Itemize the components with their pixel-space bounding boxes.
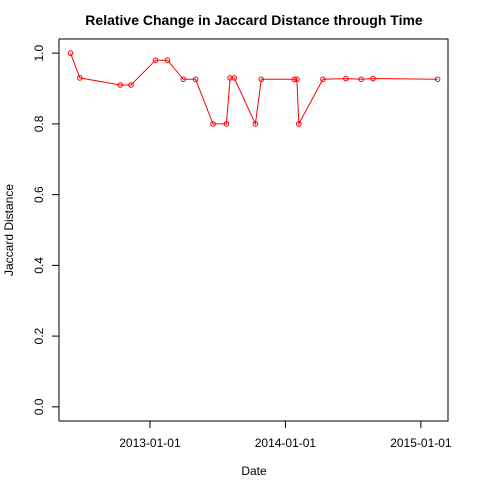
data-point <box>192 76 199 83</box>
data-point <box>180 76 187 83</box>
y-tick-label: 0.2 <box>32 327 46 344</box>
x-tick-label: 2014-01-01 <box>255 436 317 450</box>
y-tick-label: 0.8 <box>32 115 46 132</box>
data-point <box>252 121 259 127</box>
data-point <box>164 57 171 64</box>
y-tick-label: 0.4 <box>32 257 46 274</box>
data-point <box>343 75 349 82</box>
data-point <box>258 76 265 83</box>
data-point <box>227 75 233 81</box>
plot-frame <box>58 38 449 422</box>
y-axis: 0.0 0.2 0.4 0.6 0.8 1.0 <box>32 44 60 415</box>
data-point <box>370 75 376 82</box>
x-tick-label: 2015-01-01 <box>390 436 452 450</box>
y-tick-label: 0.6 <box>32 186 46 203</box>
data-point <box>223 121 230 127</box>
data-point <box>152 57 159 64</box>
data-point <box>231 75 237 81</box>
data-point <box>67 50 74 56</box>
data-point <box>210 121 216 127</box>
chart-title: Relative Change in Jaccard Distance thro… <box>85 12 423 28</box>
y-tick-label: 0.0 <box>32 398 46 415</box>
x-axis: 2013-01-01 2014-01-01 2015-01-01 <box>119 420 452 450</box>
data-point <box>294 76 300 83</box>
data-point <box>358 76 364 83</box>
data-point <box>434 76 441 83</box>
data-point <box>77 75 83 81</box>
data-points <box>67 50 441 127</box>
data-point <box>117 82 123 88</box>
data-point <box>291 76 298 83</box>
x-tick-label: 2013-01-01 <box>119 436 181 450</box>
y-axis-label: Jaccard Distance <box>2 184 16 276</box>
data-point <box>128 82 134 88</box>
data-point <box>296 121 302 127</box>
series-line <box>70 52 438 126</box>
y-tick-label: 1.0 <box>32 44 46 61</box>
data-point <box>320 76 326 83</box>
x-axis-label: Date <box>241 464 267 478</box>
